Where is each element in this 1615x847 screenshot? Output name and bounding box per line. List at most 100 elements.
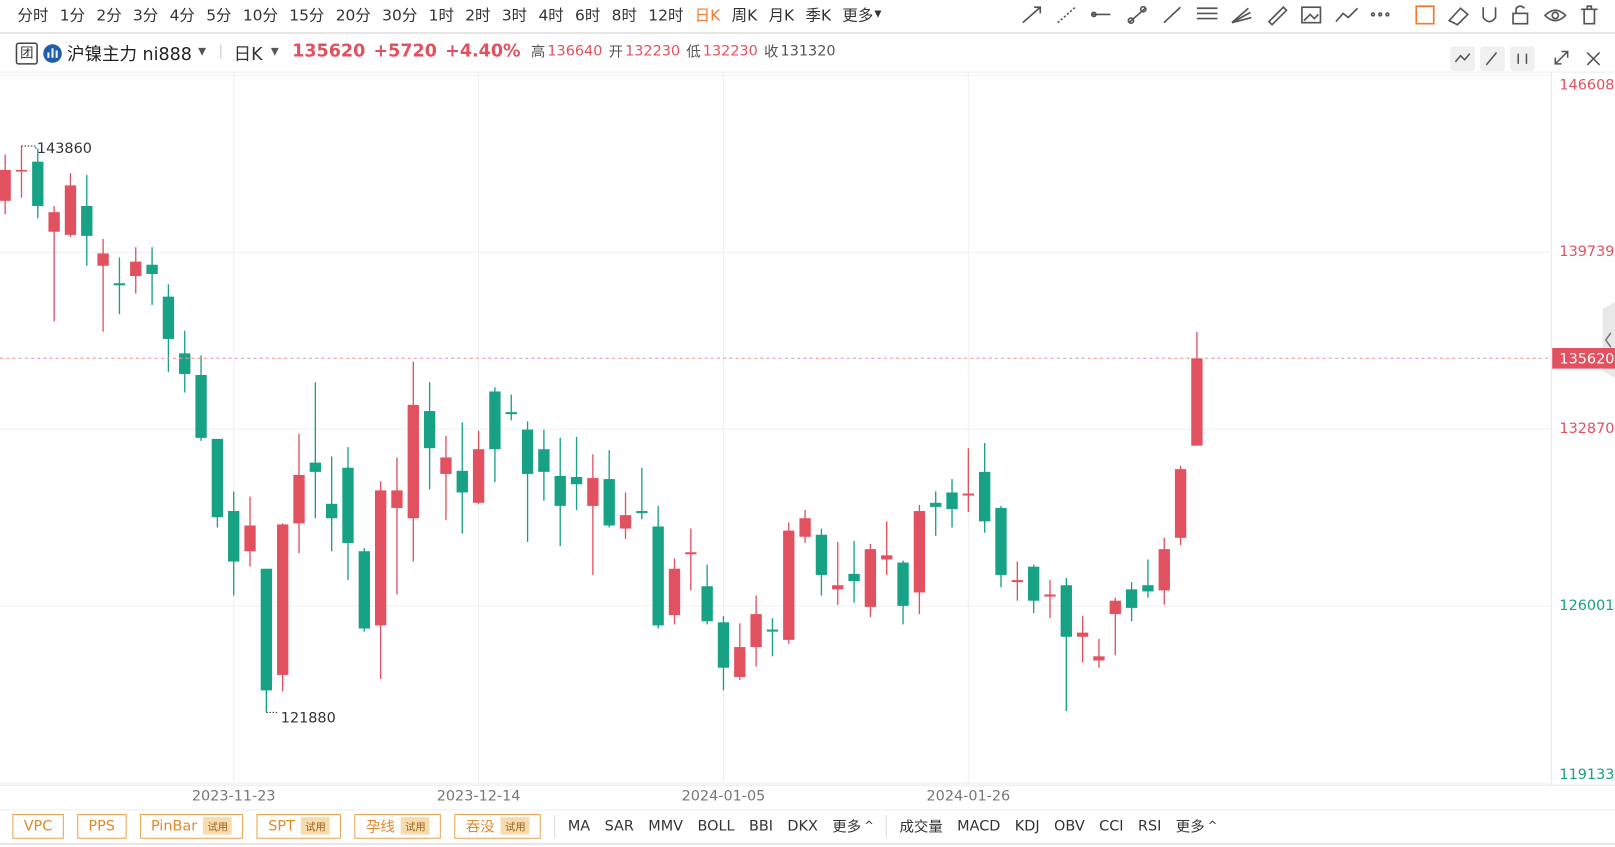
period-option[interactable]: 日K (694, 5, 721, 25)
pattern-button[interactable]: 吞没 试用 (454, 813, 542, 839)
indicator[interactable]: OBV (1054, 817, 1085, 835)
indicator[interactable]: KDJ (1014, 817, 1040, 835)
period-option[interactable]: 4分 (169, 5, 195, 25)
indicator[interactable]: MACD (957, 817, 1001, 835)
period-dropdown[interactable]: ▼ (270, 45, 279, 58)
candle-body (946, 492, 958, 509)
period-option[interactable]: 6时 (575, 5, 601, 25)
x-tick-label: 2023-12-14 (437, 788, 521, 804)
candle-body (32, 161, 44, 206)
candle-body (260, 568, 273, 691)
candle-body (1027, 566, 1040, 601)
period-more[interactable]: 更多 (842, 5, 874, 25)
candle-body (668, 568, 681, 616)
pattern-button[interactable]: 孕线 试用 (354, 813, 442, 839)
candle-body (995, 507, 1007, 575)
candle-body (799, 518, 811, 537)
symbol-icon-bars (47, 48, 58, 58)
period-option[interactable]: 1时 (428, 5, 454, 25)
candle-body (81, 205, 93, 236)
candle-body (1076, 632, 1089, 637)
y-tick-label: 119133 (1559, 767, 1614, 783)
candle-body (1060, 585, 1072, 637)
indicator[interactable]: DKX (787, 817, 818, 835)
indicator[interactable]: SAR (604, 817, 634, 835)
period-option[interactable]: 8时 (611, 5, 637, 25)
candle-body (815, 534, 828, 575)
pattern-name: PPS (88, 817, 115, 835)
candle-body (277, 524, 289, 675)
period[interactable]: 日K (233, 43, 263, 65)
candle-body (130, 261, 142, 277)
pattern-button[interactable]: PPS (77, 813, 127, 839)
min-label: 121880 (281, 711, 336, 727)
period-option[interactable]: 3时 (501, 5, 528, 25)
candle-body (962, 493, 975, 496)
pattern-name: 孕线 (365, 818, 395, 836)
more-caret[interactable]: ^ (1207, 819, 1218, 833)
period-option[interactable]: 月K (768, 5, 795, 25)
period-option[interactable]: 20分 (335, 5, 371, 25)
indicator[interactable]: MA (567, 817, 591, 835)
candle-body (1174, 469, 1187, 538)
indicator[interactable]: CCI (1099, 817, 1124, 835)
pattern-badge: 试用 (400, 817, 430, 835)
drawing-tools[interactable] (1022, 5, 1598, 26)
prev-close-label: 收 (764, 44, 779, 61)
candle-body (1191, 358, 1203, 446)
candle-body (521, 429, 534, 474)
indicator[interactable]: BOLL (697, 817, 735, 835)
candle-body (734, 647, 746, 677)
more-caret[interactable]: ▼ (874, 9, 882, 20)
period-option[interactable]: 2分 (96, 5, 122, 25)
period-option[interactable]: 5分 (206, 5, 232, 25)
candle-body (832, 585, 844, 590)
candle-body (146, 264, 158, 274)
period-option[interactable]: 季K (805, 5, 832, 25)
period-option[interactable]: 3分 (132, 5, 159, 25)
candle-body (374, 490, 387, 626)
candle-body (64, 185, 77, 235)
period-option[interactable]: 4时 (538, 5, 564, 25)
indicator[interactable]: RSI (1137, 817, 1162, 835)
candle-body (750, 614, 762, 648)
candle-body (97, 253, 109, 266)
period-option[interactable]: 分时 (17, 5, 49, 25)
indicator-more[interactable]: 更多 (1175, 818, 1205, 836)
indicator[interactable]: BBI (748, 817, 774, 835)
last-price-label: 135620 (1559, 351, 1614, 367)
candle-body (538, 449, 550, 472)
period-option[interactable]: 30分 (382, 5, 418, 25)
symbol[interactable]: 沪镍主力 ni888 (66, 43, 192, 65)
period-option[interactable]: 12时 (648, 5, 684, 25)
separator (886, 814, 888, 838)
period-option[interactable]: 10分 (242, 5, 278, 25)
icon-text: 团 (20, 45, 34, 62)
candle-body (211, 438, 224, 518)
pattern-button[interactable]: PinBar 试用 (139, 813, 244, 839)
period-option[interactable]: 2时 (465, 5, 491, 25)
period-option[interactable]: 1分 (59, 5, 86, 25)
pattern-button[interactable]: SPT 试用 (256, 813, 342, 839)
candle-body (685, 552, 697, 555)
pattern-button[interactable]: VPC (12, 813, 64, 839)
period-option[interactable]: 15分 (289, 5, 325, 25)
more-caret[interactable]: ^ (864, 819, 874, 833)
candle-body (1158, 549, 1170, 591)
symbol-dropdown[interactable]: ▼ (198, 45, 207, 58)
candle-body (619, 515, 632, 529)
indicator-more[interactable]: 更多 (832, 818, 862, 836)
indicator[interactable]: 成交量 (899, 818, 943, 836)
candle-body (881, 555, 893, 560)
candle-body (1142, 585, 1154, 592)
candle-body (440, 457, 452, 474)
indicator[interactable]: MMV (648, 817, 684, 835)
candle-body (717, 622, 730, 668)
y-tick-label: 146608 (1559, 78, 1614, 94)
pattern-badge: 试用 (301, 817, 330, 835)
candle-body (505, 412, 517, 415)
indicator-bar: VPC PPS PinBar 试用 SPT 试用 孕线 试用 吞没 试用 MA SAR MMV BOLL B… (12, 812, 1217, 840)
period-option[interactable]: 周K (731, 5, 758, 25)
